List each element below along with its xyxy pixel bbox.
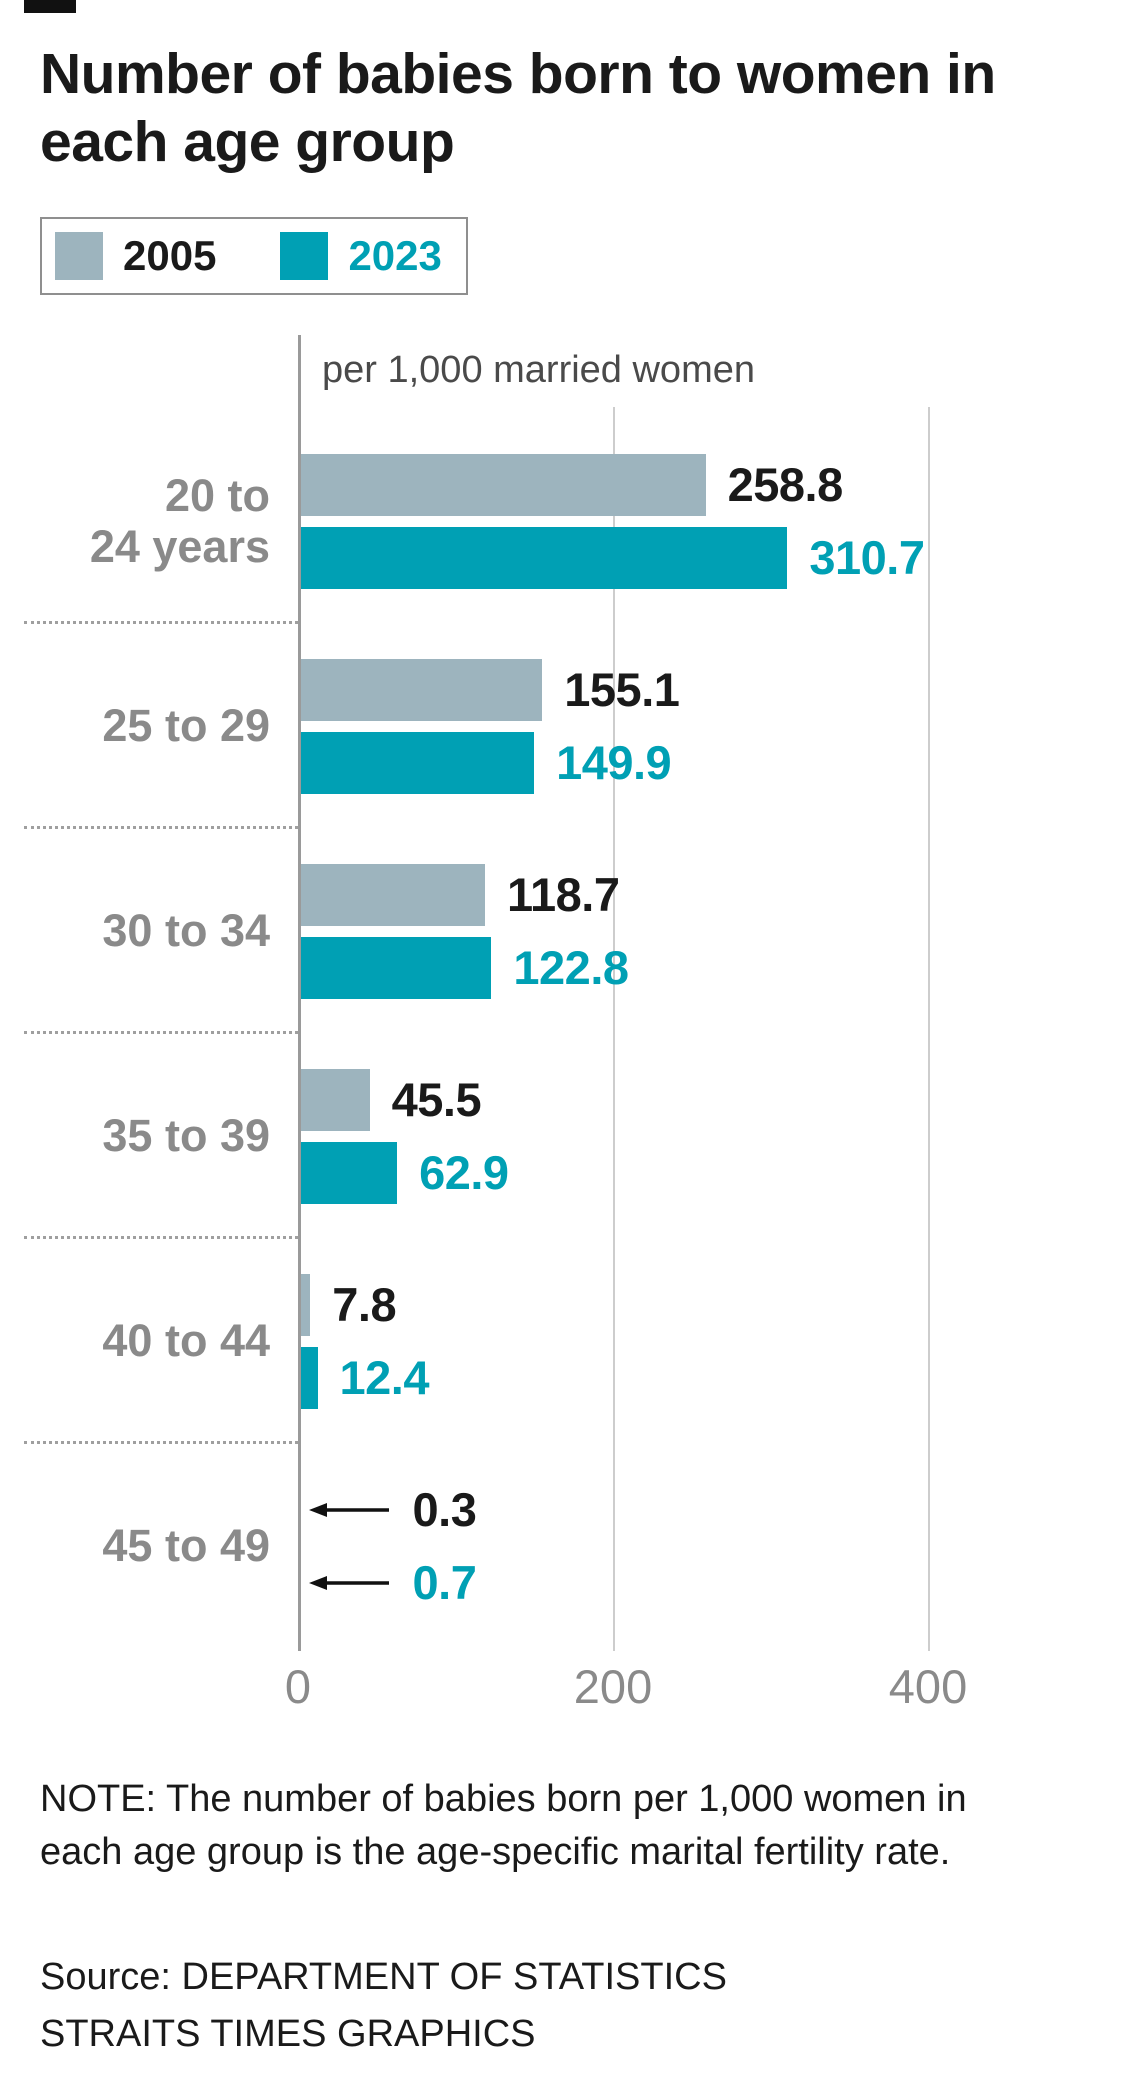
bar-2005 xyxy=(298,1068,370,1131)
gridline-200 xyxy=(613,406,615,1651)
bar-2023 xyxy=(298,1141,398,1204)
bar-2005 xyxy=(298,1273,311,1336)
value-label-2023: 310.7 xyxy=(809,531,925,585)
value-label-2005: 118.7 xyxy=(506,868,620,922)
bar-line: 0.7 xyxy=(298,1551,1100,1614)
x-axis: 0 200 400 xyxy=(40,1651,1100,1729)
bar-line: 45.5 xyxy=(298,1068,1100,1131)
value-label-2023: 122.8 xyxy=(513,941,629,995)
note: NOTE: The number of babies born per 1,00… xyxy=(40,1777,967,1873)
unit-label: per 1,000 married women xyxy=(322,348,755,391)
source-line: STRAITS TIMES GRAPHICS xyxy=(40,2013,536,2056)
legend-swatch-2005 xyxy=(55,231,103,280)
bar-pair: 258.8 310.7 xyxy=(298,419,1100,624)
source-line: Source: DEPARTMENT OF STATISTICS xyxy=(40,1956,727,1999)
group-separator xyxy=(24,825,298,829)
bar-line: 62.9 xyxy=(298,1141,1100,1204)
category-label: 20 to 24 years xyxy=(89,469,270,573)
x-tick-label: 400 xyxy=(888,1659,968,1713)
y-axis-line xyxy=(298,334,301,1651)
value-label-2005: 258.8 xyxy=(727,458,844,512)
value-label-2023: 12.4 xyxy=(339,1351,430,1405)
category-label: 35 to 39 xyxy=(102,1110,270,1162)
plot-area: per 1,000 married women 20 to 24 years 25… xyxy=(24,334,1100,1651)
bar-line: 12.4 xyxy=(298,1346,1100,1409)
legend: 2005 2023 xyxy=(40,216,468,295)
bar-2023 xyxy=(298,526,788,589)
category-group: 45 to 49 0.3 0.7 xyxy=(40,1444,1100,1649)
group-separator xyxy=(24,1440,298,1444)
value-label-2005: 155.1 xyxy=(564,663,680,717)
arrow-left-icon xyxy=(308,1502,389,1517)
bar-2023 xyxy=(298,1346,318,1409)
group-separator xyxy=(24,620,298,624)
category-label: 30 to 34 xyxy=(102,905,270,957)
bar-2005 xyxy=(298,453,706,516)
category-group: 30 to 34 118.7 122.8 xyxy=(24,829,1100,1034)
bar-line: 118.7 xyxy=(298,863,1100,926)
bar-pair: 155.1 149.9 xyxy=(298,624,1100,829)
bar-line: 7.8 xyxy=(298,1273,1100,1336)
bar-line: 122.8 xyxy=(298,936,1100,999)
bar-2005 xyxy=(298,863,485,926)
bar-pair: 0.3 0.7 xyxy=(298,1444,1100,1649)
bar-pair: 118.7 122.8 xyxy=(298,829,1100,1034)
bar-line: 155.1 xyxy=(298,658,1100,721)
bar-pair: 7.8 12.4 xyxy=(298,1239,1100,1444)
category-group: 25 to 29 155.1 149.9 xyxy=(24,624,1100,829)
value-label-2023: 149.9 xyxy=(556,736,672,790)
bar-line: 0.3 xyxy=(298,1478,1100,1541)
gridline-400 xyxy=(928,406,930,1651)
value-label-2005: 0.3 xyxy=(412,1483,477,1537)
category-group: 40 to 44 7.8 12.4 xyxy=(24,1239,1100,1444)
crop-mark xyxy=(24,0,76,13)
legend-item: 2023 xyxy=(280,231,442,280)
bar-2005 xyxy=(298,658,543,721)
value-label-2023: 62.9 xyxy=(419,1146,509,1200)
category-label: 25 to 29 xyxy=(102,700,270,752)
source: Source: DEPARTMENT OF STATISTICS STRAITS… xyxy=(40,1949,1100,2063)
legend-swatch-2023 xyxy=(280,231,329,280)
value-label-2005: 45.5 xyxy=(391,1073,482,1127)
bar-line: 310.7 xyxy=(298,526,1100,589)
bar-pair: 45.5 62.9 xyxy=(298,1034,1100,1239)
value-label-2023: 0.7 xyxy=(412,1556,477,1610)
bar-line: 258.8 xyxy=(298,453,1100,516)
bar-rows: 20 to 24 years 258.8 310.7 25 to 29 155.1 149… xyxy=(24,419,1100,1649)
legend-item: 2005 xyxy=(55,231,217,280)
bar-line: 149.9 xyxy=(298,731,1100,794)
group-separator xyxy=(24,1235,298,1239)
bar-2023 xyxy=(298,936,492,999)
group-separator xyxy=(24,1030,298,1034)
bar-2023 xyxy=(298,731,535,794)
category-group: 35 to 39 45.5 62.9 xyxy=(24,1034,1100,1239)
chart-title: Number of babies born to women in each a… xyxy=(40,42,996,175)
legend-label: 2023 xyxy=(348,231,442,279)
category-label: 45 to 49 xyxy=(102,1520,270,1572)
legend-label: 2005 xyxy=(123,231,217,279)
arrow-left-icon xyxy=(308,1575,389,1590)
x-tick-label: 200 xyxy=(573,1659,653,1713)
value-label-2005: 7.8 xyxy=(332,1278,397,1332)
x-tick-label: 0 xyxy=(284,1659,312,1713)
category-group: 20 to 24 years 258.8 310.7 xyxy=(24,419,1100,624)
category-label: 40 to 44 xyxy=(102,1315,270,1367)
